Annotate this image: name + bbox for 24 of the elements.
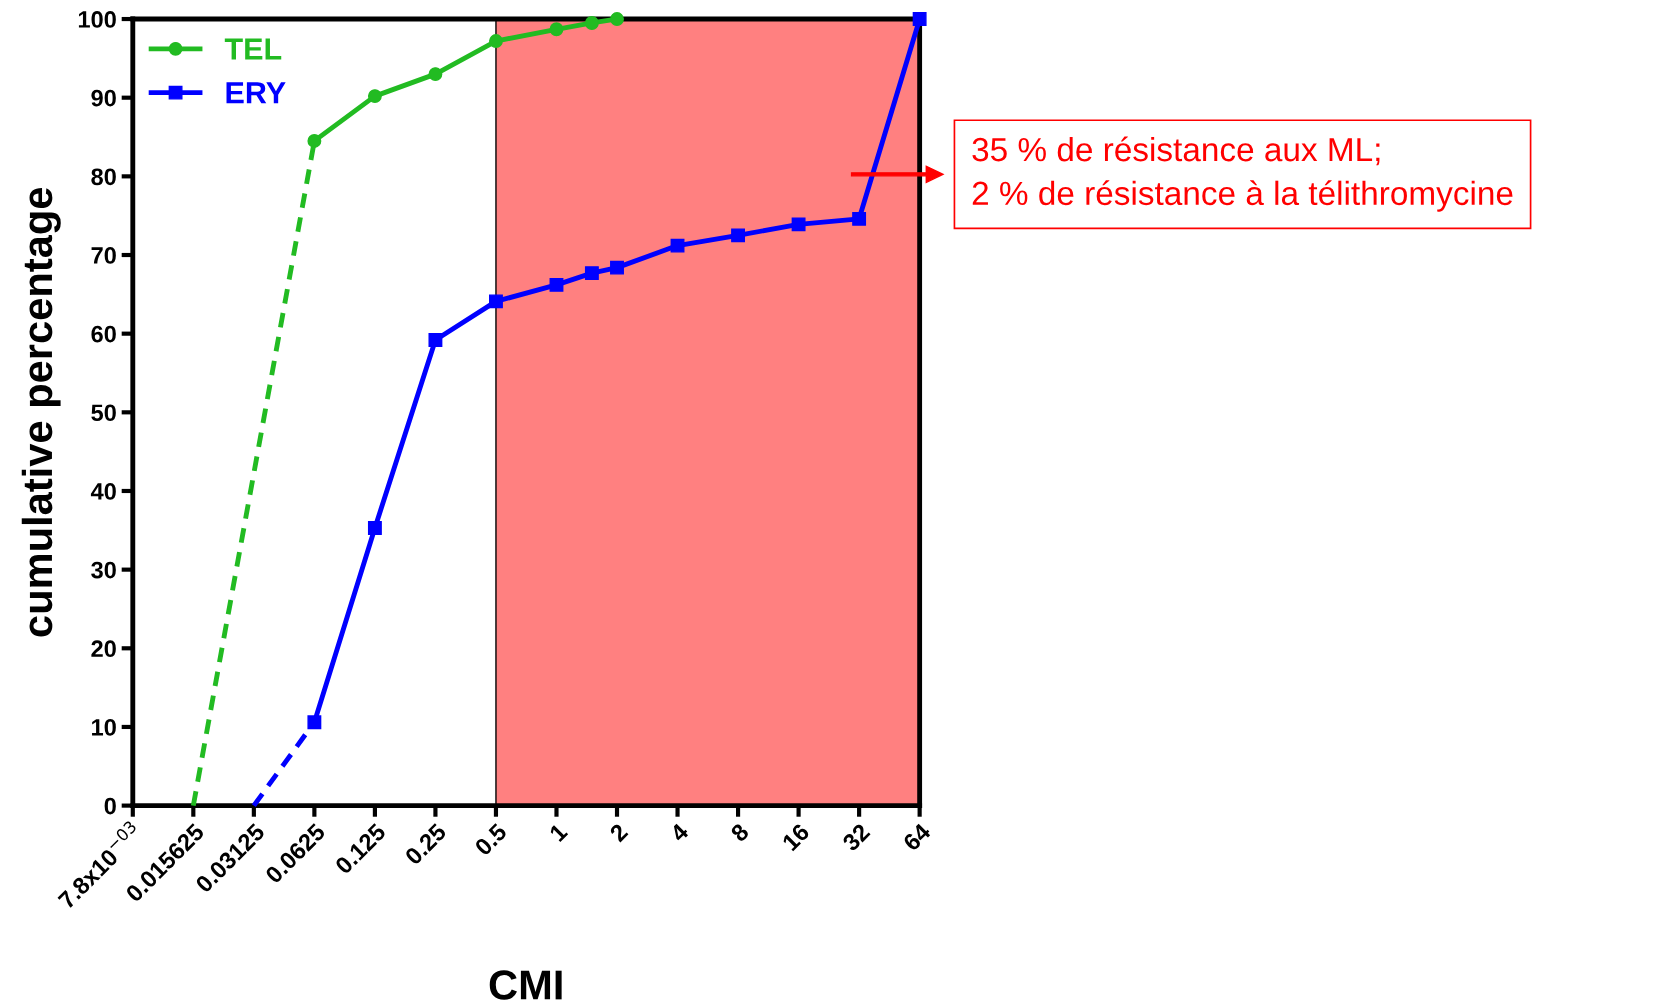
y-tick-label: 40 — [90, 483, 116, 500]
x-tick-label: 16 — [781, 822, 811, 852]
y-tick-label: 60 — [91, 325, 116, 343]
text: 35 % de résistance aux ML; 2 % de résistance à la télithromycine — [972, 136, 1513, 212]
y-tick-label: 30 — [91, 561, 116, 579]
y-tick-label: 20 — [91, 640, 116, 658]
legend-label: TEL — [224, 38, 282, 60]
y-tick-label: 10 — [92, 719, 116, 736]
y-tick-label: 0 — [104, 797, 116, 815]
x-tick-label: 0.5 — [473, 822, 508, 857]
y-tick-label: 70 — [91, 247, 116, 264]
x-tick-label: 4 — [669, 822, 690, 843]
x-tick-label: 64 — [902, 822, 932, 852]
x-tick-label: 8 — [729, 822, 750, 843]
y-tick-label: 80 — [91, 168, 116, 186]
x-tick-label: 32 — [841, 822, 871, 853]
y-tick-label: 90 — [91, 89, 116, 107]
x-axis-title: CMI — [489, 970, 562, 1000]
y-tick-label: 50 — [91, 404, 116, 422]
y-tick-label: 100 — [78, 11, 116, 28]
x-tick-label: 2 — [608, 822, 629, 843]
x-tick-label: 1 — [548, 822, 569, 842]
y-axis-title: cumulative percentage — [21, 187, 61, 637]
legend-label: ERY — [226, 82, 286, 104]
